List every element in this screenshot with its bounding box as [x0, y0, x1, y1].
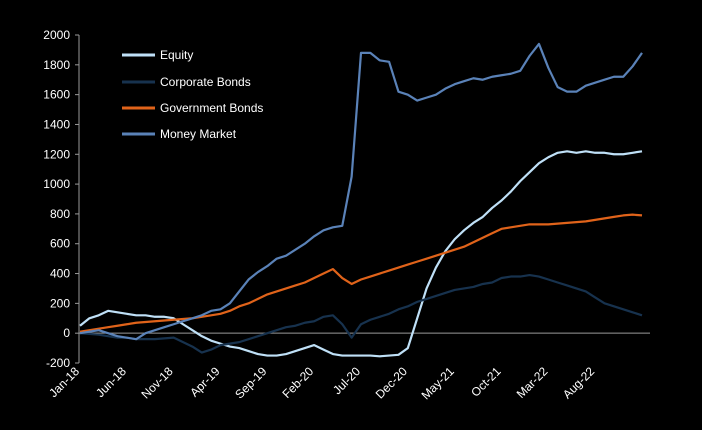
y-tick-label: 800 [50, 207, 70, 221]
legend-label-government-bonds: Government Bonds [160, 101, 263, 115]
y-tick-label: 200 [50, 296, 70, 310]
x-tick-label: Oct-21 [468, 364, 504, 400]
series-lines [79, 42, 643, 358]
series-line-corporate-bonds [79, 273, 643, 354]
y-tick-label: 1600 [43, 88, 70, 102]
legend-label-corporate-bonds: Corporate Bonds [160, 75, 251, 89]
y-axis: -200 0 200 400 600 800 1000 1200 1400 1600 1800 200… [43, 28, 80, 370]
x-tick-label: Jun-18 [93, 364, 129, 400]
y-tick-label: 1000 [43, 177, 70, 191]
x-tick-label: Nov-18 [139, 364, 176, 401]
y-tick-label: 1200 [43, 147, 70, 161]
x-axis: Jan-18 Jun-18 Nov-18 Apr-19 Sep-19 Feb-20 Jul-… [46, 332, 650, 402]
y-tick-label: -200 [46, 356, 70, 370]
series-line-government-bonds [79, 213, 643, 333]
legend: Equity Corporate Bonds Government Bonds … [122, 48, 263, 141]
y-tick-label: 600 [50, 237, 70, 251]
y-tick-label: 2000 [43, 28, 70, 42]
y-tick-label: 0 [63, 326, 70, 340]
y-tick-label: 400 [50, 267, 70, 281]
series-line-money-market [79, 42, 643, 341]
series-line-equity [79, 150, 643, 358]
y-tick-label: 1400 [43, 117, 70, 131]
y-tick-labels: -200 0 200 400 600 800 1000 1200 1400 1600 1800 200… [43, 28, 79, 370]
x-tick-label: Apr-19 [187, 364, 223, 400]
x-tick-label: Mar-22 [514, 364, 551, 401]
x-tick-label: Sep-19 [232, 364, 269, 401]
x-tick-labels: Jan-18 Jun-18 Nov-18 Apr-19 Sep-19 Feb-20 Jul-… [46, 364, 597, 402]
legend-label-money-market: Money Market [160, 127, 237, 141]
x-tick-label: May-21 [419, 364, 457, 402]
x-tick-label: Feb-20 [279, 364, 316, 401]
y-tick-label: 1800 [43, 58, 70, 72]
legend-label-equity: Equity [160, 48, 193, 62]
x-tick-label: Dec-20 [373, 364, 410, 401]
x-tick-label: Aug-22 [560, 364, 597, 401]
x-tick-label: Jul-20 [330, 364, 363, 397]
